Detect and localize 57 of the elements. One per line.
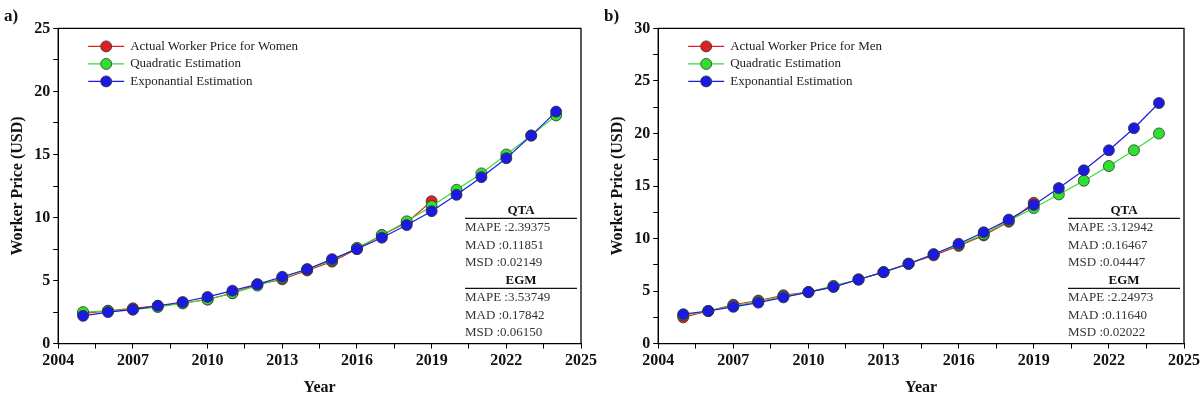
chart-title: b) [604, 5, 620, 25]
x-tick-label: 2013 [266, 351, 299, 369]
annotation: QTA [1110, 201, 1139, 217]
legend-label: Exponantial Estimation [730, 72, 854, 88]
legend-label: Actual Worker Price for Men [730, 37, 883, 53]
annotation: MAPE :2.24973 [1068, 289, 1154, 305]
y-tick-label: 20 [634, 123, 651, 141]
x-tick-label: 2016 [340, 351, 373, 369]
x-tick-label: 2004 [42, 351, 75, 369]
x-tick-label: 2016 [942, 351, 975, 369]
x-tick-label: 2025 [1168, 351, 1200, 369]
y-tick-label: 10 [634, 228, 651, 246]
annotation: EGM [505, 271, 537, 287]
y-tick-label: 10 [34, 207, 51, 225]
annotation: MAPE :3.12942 [1068, 219, 1154, 235]
chart-title: a) [4, 5, 19, 25]
annotation: MAD :0.17842 [465, 306, 545, 322]
annotation: MSD :0.02022 [1068, 324, 1146, 340]
y-axis-title: Worker Price (USD) [7, 116, 26, 256]
y-tick-label: 25 [34, 18, 51, 36]
legend-label: Quadratic Estimation [130, 55, 242, 71]
legend-label: Quadratic Estimation [730, 55, 842, 71]
x-tick-label: 2019 [415, 351, 448, 369]
x-axis-title: Year [905, 377, 938, 395]
annotation: MSD :0.04447 [1068, 254, 1146, 270]
x-tick-label: 2007 [717, 351, 750, 369]
x-tick-label: 2013 [867, 351, 900, 369]
y-tick-label: 5 [42, 270, 51, 288]
legend-label: Exponantial Estimation [130, 72, 254, 88]
x-tick-label: 2010 [792, 351, 825, 369]
annotation: QTA [507, 201, 536, 217]
y-tick-label: 15 [634, 176, 651, 194]
annotation: MAPE :2.39375 [465, 219, 551, 235]
annotation: MAPE :3.53749 [465, 289, 551, 305]
y-tick-label: 25 [634, 71, 651, 89]
y-tick-label: 0 [42, 333, 51, 351]
y-axis-title: Worker Price (USD) [607, 116, 626, 256]
x-tick-label: 2007 [116, 351, 149, 369]
x-axis-title: Year [303, 377, 336, 395]
x-tick-label: 2025 [565, 351, 597, 369]
annotation: MSD :0.06150 [465, 324, 543, 340]
y-tick-label: 20 [34, 81, 51, 99]
y-tick-label: 5 [642, 281, 651, 299]
annotation: MAD :0.11640 [1068, 306, 1147, 322]
y-tick-label: 30 [634, 18, 651, 36]
legend-label: Actual Worker Price for Women [130, 37, 299, 53]
x-tick-label: 2019 [1017, 351, 1050, 369]
x-tick-label: 2010 [191, 351, 224, 369]
x-tick-label: 2022 [1092, 351, 1125, 369]
annotation: EGM [1108, 271, 1140, 287]
annotation: MAD :0.16467 [1068, 236, 1148, 252]
annotation: MSD :0.02149 [465, 254, 543, 270]
annotation: MAD :0.11851 [465, 236, 544, 252]
x-tick-label: 2022 [490, 351, 523, 369]
y-tick-label: 0 [642, 333, 651, 351]
y-tick-label: 15 [34, 144, 51, 162]
x-tick-label: 2004 [642, 351, 675, 369]
